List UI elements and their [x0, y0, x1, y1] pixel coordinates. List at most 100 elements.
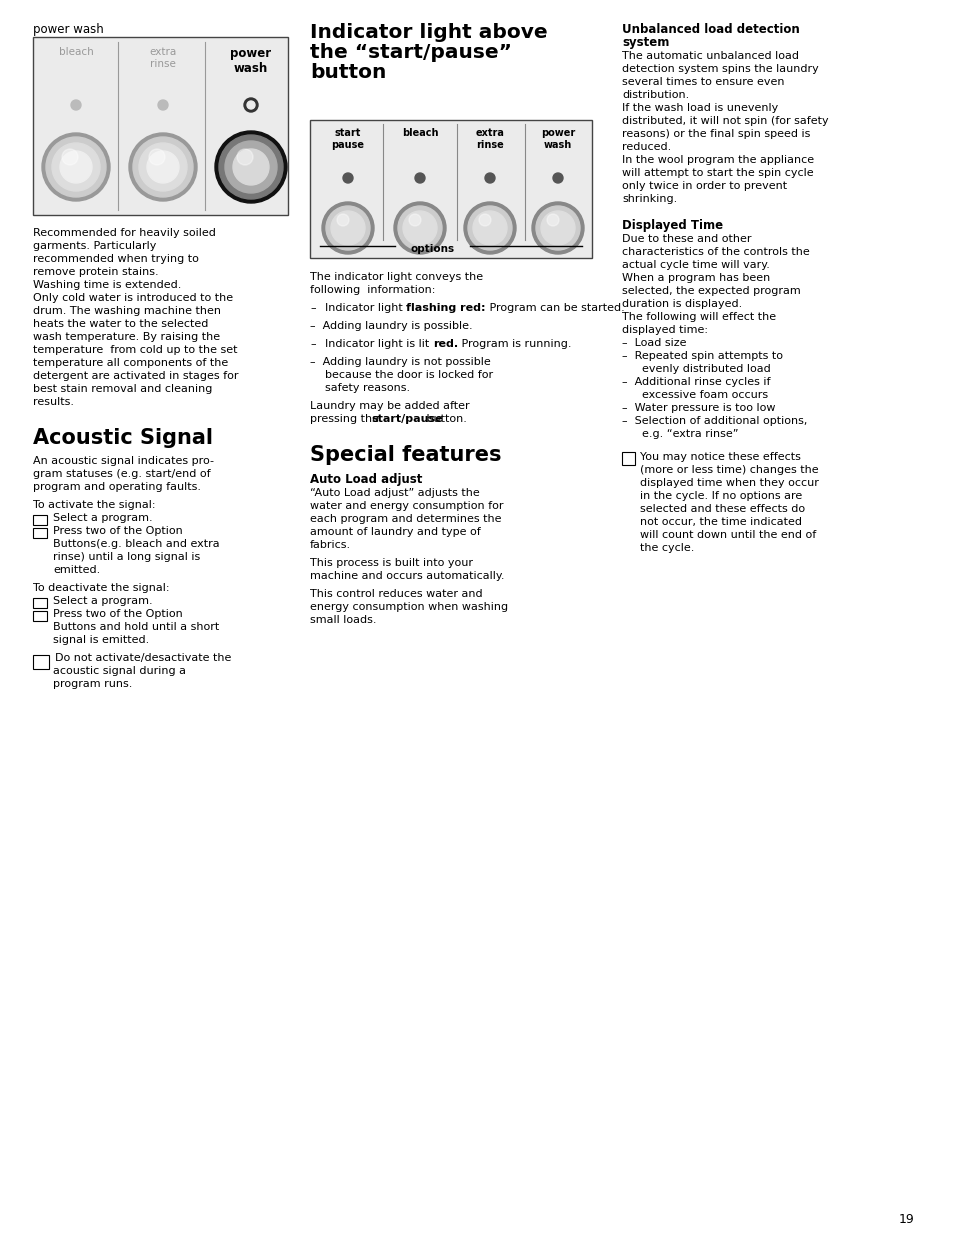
Text: –: – — [310, 303, 315, 312]
Text: gram statuses (e.g. start/end of: gram statuses (e.g. start/end of — [33, 469, 211, 479]
Bar — [33, 515, 47, 525]
Text: will count down until the end of: will count down until the end of — [639, 530, 816, 540]
Text: flashing red:: flashing red: — [406, 303, 485, 312]
Text: rinse) until a long signal is: rinse) until a long signal is — [53, 552, 200, 562]
Bar — [310, 120, 592, 258]
Text: recommended when trying to: recommended when trying to — [33, 254, 198, 264]
Text: acoustic signal during a: acoustic signal during a — [53, 666, 186, 676]
Text: Acoustic Signal: Acoustic Signal — [33, 429, 213, 448]
Text: duration is displayed.: duration is displayed. — [621, 299, 741, 309]
Text: best stain removal and cleaning: best stain removal and cleaning — [33, 384, 213, 394]
Circle shape — [394, 203, 446, 254]
Text: power wash: power wash — [33, 23, 104, 36]
Circle shape — [553, 173, 562, 183]
Text: –  Load size: – Load size — [621, 338, 686, 348]
Bar — [33, 529, 47, 538]
Text: start/pause: start/pause — [371, 414, 442, 424]
Text: Select a program.: Select a program. — [53, 597, 152, 606]
Circle shape — [540, 211, 575, 245]
Text: An acoustic signal indicates pro-: An acoustic signal indicates pro- — [33, 456, 213, 466]
Circle shape — [147, 151, 179, 183]
Text: button: button — [310, 63, 386, 82]
Text: displayed time when they occur: displayed time when they occur — [639, 478, 818, 488]
Text: –  Adding laundry is possible.: – Adding laundry is possible. — [310, 321, 472, 331]
Bar — [33, 37, 288, 215]
Text: temperature  from cold up to the set: temperature from cold up to the set — [33, 345, 237, 354]
Text: 19: 19 — [898, 1213, 913, 1226]
Text: Press two of the Option: Press two of the Option — [53, 609, 183, 619]
Text: characteristics of the controls the: characteristics of the controls the — [621, 247, 809, 257]
Text: wash temperature. By raising the: wash temperature. By raising the — [33, 332, 220, 342]
Text: Due to these and other: Due to these and other — [621, 233, 751, 245]
Text: bleach: bleach — [401, 128, 437, 138]
Text: safety reasons.: safety reasons. — [325, 383, 410, 393]
Text: –  Repeated spin attempts to: – Repeated spin attempts to — [621, 351, 782, 361]
Text: garments. Particularly: garments. Particularly — [33, 241, 156, 251]
Text: Do not activate/desactivate the: Do not activate/desactivate the — [55, 653, 232, 663]
Circle shape — [219, 135, 283, 199]
Text: temperature all components of the: temperature all components of the — [33, 358, 228, 368]
Text: extra
rinse: extra rinse — [475, 128, 504, 149]
Circle shape — [484, 173, 495, 183]
Bar — [33, 655, 49, 669]
Text: Buttons and hold until a short: Buttons and hold until a short — [53, 622, 219, 632]
Circle shape — [331, 211, 365, 245]
Text: in the cycle. If no options are: in the cycle. If no options are — [639, 492, 801, 501]
Text: the “start/pause”: the “start/pause” — [310, 43, 512, 62]
Text: “Auto Load adjust” adjusts the: “Auto Load adjust” adjusts the — [310, 488, 479, 498]
Circle shape — [468, 206, 512, 249]
Text: This control reduces water and: This control reduces water and — [310, 589, 482, 599]
Text: remove protein stains.: remove protein stains. — [33, 267, 158, 277]
Text: To deactivate the signal:: To deactivate the signal: — [33, 583, 170, 593]
Text: e.g. “extra rinse”: e.g. “extra rinse” — [641, 429, 738, 438]
Circle shape — [473, 211, 506, 245]
Text: power
wash: power wash — [540, 128, 575, 149]
Text: When a program has been: When a program has been — [621, 273, 769, 283]
Text: Indicator light is lit: Indicator light is lit — [325, 338, 433, 350]
Circle shape — [478, 214, 491, 226]
Bar — [33, 598, 47, 608]
Bar — [33, 611, 47, 621]
Text: start
pause: start pause — [331, 128, 364, 149]
Bar — [621, 452, 635, 466]
Circle shape — [158, 100, 168, 110]
Text: following  information:: following information: — [310, 285, 435, 295]
Text: In the wool program the appliance: In the wool program the appliance — [621, 156, 813, 165]
Circle shape — [60, 151, 91, 183]
Circle shape — [532, 203, 583, 254]
Text: (more or less time) changes the: (more or less time) changes the — [639, 466, 818, 475]
Circle shape — [409, 214, 420, 226]
Circle shape — [415, 173, 424, 183]
Text: detergent are activated in stages for: detergent are activated in stages for — [33, 370, 238, 382]
Circle shape — [42, 133, 110, 201]
Text: excessive foam occurs: excessive foam occurs — [641, 390, 767, 400]
Text: –: – — [310, 338, 315, 350]
Text: distribution.: distribution. — [621, 90, 688, 100]
Text: Only cold water is introduced to the: Only cold water is introduced to the — [33, 293, 233, 303]
Circle shape — [129, 133, 196, 201]
Circle shape — [149, 149, 165, 165]
Circle shape — [397, 206, 441, 249]
Text: because the door is locked for: because the door is locked for — [325, 370, 493, 380]
Text: If the wash load is unevenly: If the wash load is unevenly — [621, 103, 778, 112]
Text: Auto Load adjust: Auto Load adjust — [310, 473, 422, 487]
Circle shape — [326, 206, 370, 249]
Circle shape — [322, 203, 374, 254]
Text: To activate the signal:: To activate the signal: — [33, 500, 155, 510]
Text: power
wash: power wash — [231, 47, 272, 75]
Text: Unbalanced load detection: Unbalanced load detection — [621, 23, 799, 36]
Text: each program and determines the: each program and determines the — [310, 514, 501, 524]
Text: selected, the expected program: selected, the expected program — [621, 287, 800, 296]
Circle shape — [225, 141, 276, 193]
Text: Select a program.: Select a program. — [53, 513, 152, 522]
Text: several times to ensure even: several times to ensure even — [621, 77, 783, 86]
Text: program runs.: program runs. — [53, 679, 132, 689]
Circle shape — [402, 211, 436, 245]
Text: not occur, the time indicated: not occur, the time indicated — [639, 517, 801, 527]
Text: red.: red. — [433, 338, 457, 350]
Text: options: options — [410, 245, 454, 254]
Text: –  Selection of additional options,: – Selection of additional options, — [621, 416, 806, 426]
Text: reasons) or the final spin speed is: reasons) or the final spin speed is — [621, 128, 809, 140]
Circle shape — [336, 214, 349, 226]
Text: energy consumption when washing: energy consumption when washing — [310, 601, 508, 613]
